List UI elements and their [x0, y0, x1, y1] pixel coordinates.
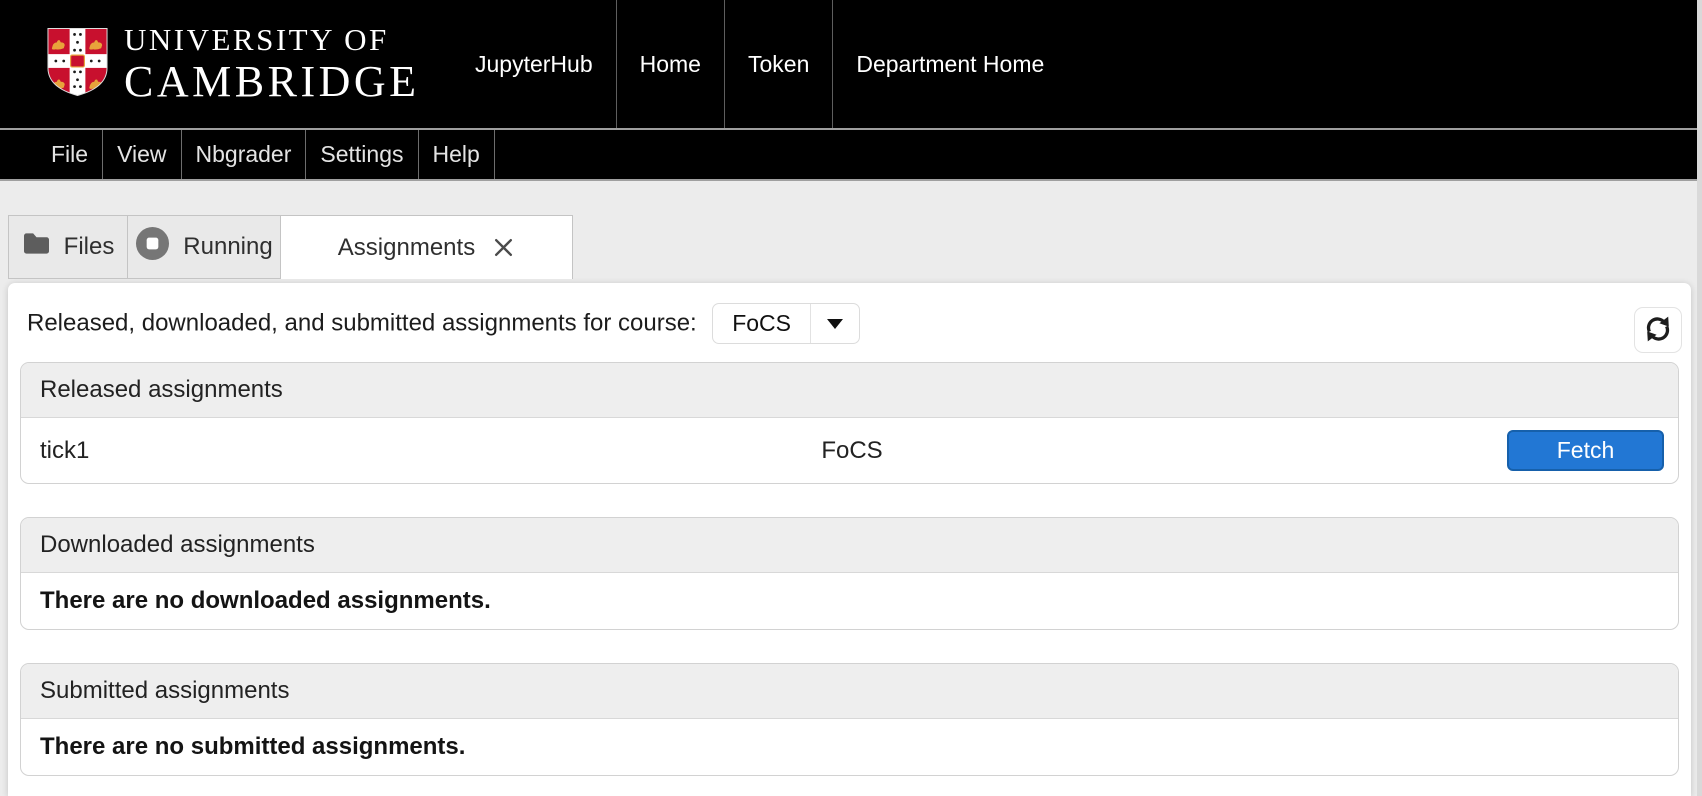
nav-label: Home: [639, 50, 701, 77]
scrollbar[interactable]: [1697, 0, 1702, 796]
panel-header-released: Released assignments: [21, 363, 1678, 418]
course-selector-label: Released, downloaded, and submitted assi…: [27, 309, 697, 337]
nav-item-token[interactable]: Token: [723, 0, 832, 128]
menu-item-nbgrader[interactable]: Nbgrader: [182, 130, 307, 179]
wordmark-line2: CAMBRIDGE: [124, 57, 420, 106]
panel-header-downloaded: Downloaded assignments: [21, 518, 1678, 573]
chevron-down-icon: [826, 318, 843, 329]
tab-assignments[interactable]: Assignments: [280, 215, 573, 279]
downloaded-assignments-panel: Downloaded assignments There are no down…: [20, 517, 1679, 630]
submitted-empty-message: There are no submitted assignments.: [40, 733, 466, 760]
fetch-button[interactable]: Fetch: [1507, 430, 1664, 471]
course-dropdown-value: FoCS: [732, 310, 791, 336]
folder-icon: [22, 231, 51, 263]
assignment-course: FoCS: [821, 436, 883, 464]
menu-item-help[interactable]: Help: [419, 130, 495, 179]
university-logo[interactable]: UNIVERSITY OF CAMBRIDGE: [46, 24, 420, 104]
tab-running[interactable]: Running: [126, 215, 282, 279]
course-dropdown-toggle[interactable]: [809, 304, 859, 343]
wordmark-line1: UNIVERSITY OF: [124, 22, 389, 57]
tab-files[interactable]: Files: [8, 215, 128, 279]
nav-item-department-home[interactable]: Department Home: [832, 0, 1067, 128]
assignment-name: tick1: [40, 436, 90, 464]
panel-header-submitted: Submitted assignments: [21, 664, 1678, 719]
menu-item-settings[interactable]: Settings: [306, 130, 419, 179]
downloaded-empty-message: There are no downloaded assignments.: [40, 587, 491, 614]
course-selector-row: Released, downloaded, and submitted assi…: [8, 283, 1691, 353]
close-icon[interactable]: [492, 236, 515, 259]
menu-item-file[interactable]: File: [37, 130, 104, 179]
assignments-panel: Released, downloaded, and submitted assi…: [8, 283, 1691, 796]
assignment-sections: Released assignments tick1 FoCS Fetch Do…: [8, 362, 1691, 776]
assignment-row-tick1: tick1 FoCS Fetch: [21, 418, 1678, 483]
released-assignments-panel: Released assignments tick1 FoCS Fetch: [20, 362, 1679, 484]
course-dropdown[interactable]: FoCS: [712, 303, 860, 344]
submitted-assignments-panel: Submitted assignments There are no submi…: [20, 663, 1679, 776]
cambridge-shield-icon: [46, 26, 109, 103]
nav-label: Token: [747, 50, 810, 77]
nav-label: JupyterHub: [475, 50, 593, 77]
refresh-button[interactable]: [1634, 307, 1682, 353]
tab-label: Running: [183, 233, 273, 260]
menu-item-view[interactable]: View: [103, 130, 182, 179]
stop-circle-icon: [135, 226, 170, 268]
nav-label: Department Home: [856, 50, 1045, 77]
nav-item-home[interactable]: Home: [615, 0, 724, 128]
university-wordmark: UNIVERSITY OF CAMBRIDGE: [124, 24, 420, 104]
top-nav: JupyterHub Home Token Department Home: [452, 0, 1067, 128]
tab-label: Files: [63, 233, 115, 260]
nav-item-jupyterhub[interactable]: JupyterHub: [452, 0, 616, 128]
refresh-icon: [1644, 315, 1672, 346]
tab-bar: Files Running Assignments: [8, 215, 1702, 279]
tab-label: Assignments: [337, 233, 476, 261]
top-header: UNIVERSITY OF CAMBRIDGE JupyterHub Home …: [0, 0, 1702, 128]
menubar: File View Nbgrader Settings Help: [0, 128, 1702, 181]
